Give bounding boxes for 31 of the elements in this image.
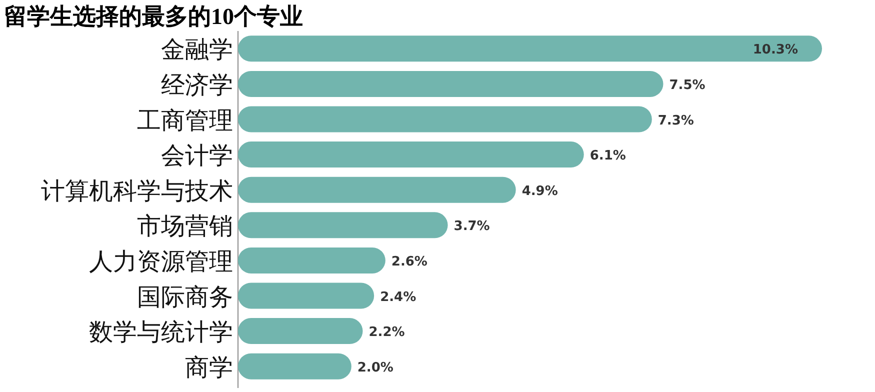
- data-label: 2.2%: [368, 325, 405, 340]
- y-tick-label: 工商管理: [137, 107, 233, 134]
- bar: [238, 142, 584, 168]
- y-tick-label: 市场营销: [137, 213, 233, 240]
- data-label: 4.9%: [522, 184, 558, 199]
- data-label: 7.3%: [658, 113, 694, 128]
- bar: [238, 247, 386, 274]
- y-tick-label: 经济学: [161, 72, 233, 99]
- y-tick-label: 人力资源管理: [89, 249, 233, 276]
- data-label: 7.5%: [669, 78, 706, 93]
- data-label: 3.7%: [454, 219, 490, 234]
- bar: [238, 176, 516, 203]
- data-label: 6.1%: [590, 148, 626, 164]
- data-label: 2.6%: [391, 254, 428, 270]
- y-tick-label: 国际商务: [137, 284, 233, 311]
- y-tick-label: 商学: [185, 354, 233, 382]
- y-tick-label: 金融学: [161, 38, 233, 64]
- y-tick-label: 计算机科学与技术: [41, 178, 233, 205]
- bar: [238, 106, 652, 132]
- bar: [238, 318, 363, 344]
- y-tick-label: 会计学: [161, 144, 233, 170]
- bar: [238, 70, 664, 97]
- bar: [238, 282, 374, 309]
- chart-title: 留学生选择的最多的10个专业: [4, 4, 303, 29]
- data-label: 2.4%: [380, 290, 416, 305]
- y-tick-label: 数学与统计学: [89, 319, 233, 346]
- data-label: 10.3%: [752, 42, 798, 58]
- bar: [238, 36, 822, 62]
- bar: [238, 353, 352, 380]
- data-label: 2.0%: [357, 360, 394, 376]
- bar: [238, 212, 448, 238]
